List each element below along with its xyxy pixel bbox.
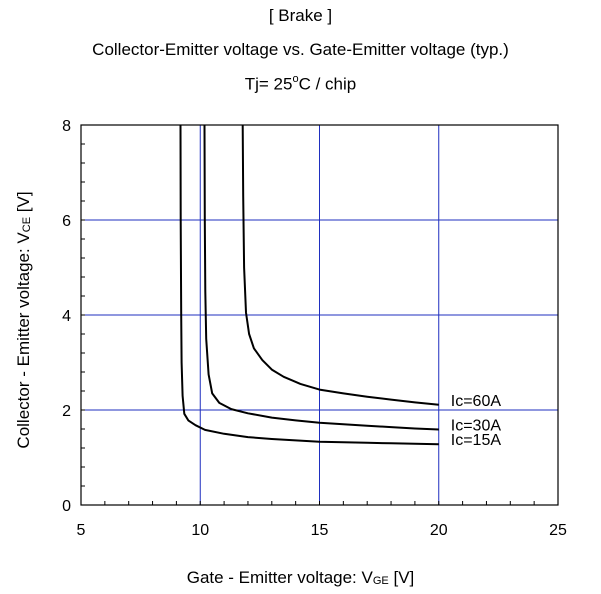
series-label: Ic=60A [451,393,502,410]
x-tick-label: 25 [549,522,567,539]
x-axis-label-sub: GE [372,575,389,587]
chart-subtitle: Collector-Emitter voltage vs. Gate-Emitt… [92,40,509,59]
x-axis-label-unit: [V] [388,568,415,587]
x-tick-label: 10 [191,522,209,539]
y-axis-label-sub: CE [21,216,33,233]
y-axis-label: Collector - Emitter voltage: VCE [V] [14,191,34,448]
x-axis-label-main: Gate - Emitter voltage: V [186,568,373,587]
x-tick-label: 20 [430,522,448,539]
y-axis-label-unit: [V] [14,191,33,217]
chart-title: [ Brake ] [268,6,333,25]
condition-suffix: C / chip [298,74,357,94]
series-line [179,124,439,446]
condition-prefix: Tj= 25 [244,74,293,94]
x-axis-label: Gate - Emitter voltage: VGE [V] [0,568,601,588]
y-axis-label-container: Collector - Emitter voltage: VCE [V] [12,120,36,520]
series-line [203,124,439,431]
chart-condition: Tj= 25oC / chip [0,73,601,95]
degree-mark: o [292,73,299,85]
x-tick-label: 5 [77,522,86,539]
plot-frame [80,124,559,506]
y-tick-label: 0 [62,498,71,515]
x-tick-label: 15 [311,522,329,539]
y-tick-label: 4 [62,308,71,325]
y-tick-label: 6 [62,213,71,230]
series-label: Ic=15A [451,432,502,449]
y-axis-label-main: Collector - Emitter voltage: V [14,232,33,449]
y-tick-label: 2 [62,403,71,420]
series-line [241,124,439,406]
y-tick-label: 8 [62,118,71,135]
series-label: Ic=30A [451,417,502,434]
